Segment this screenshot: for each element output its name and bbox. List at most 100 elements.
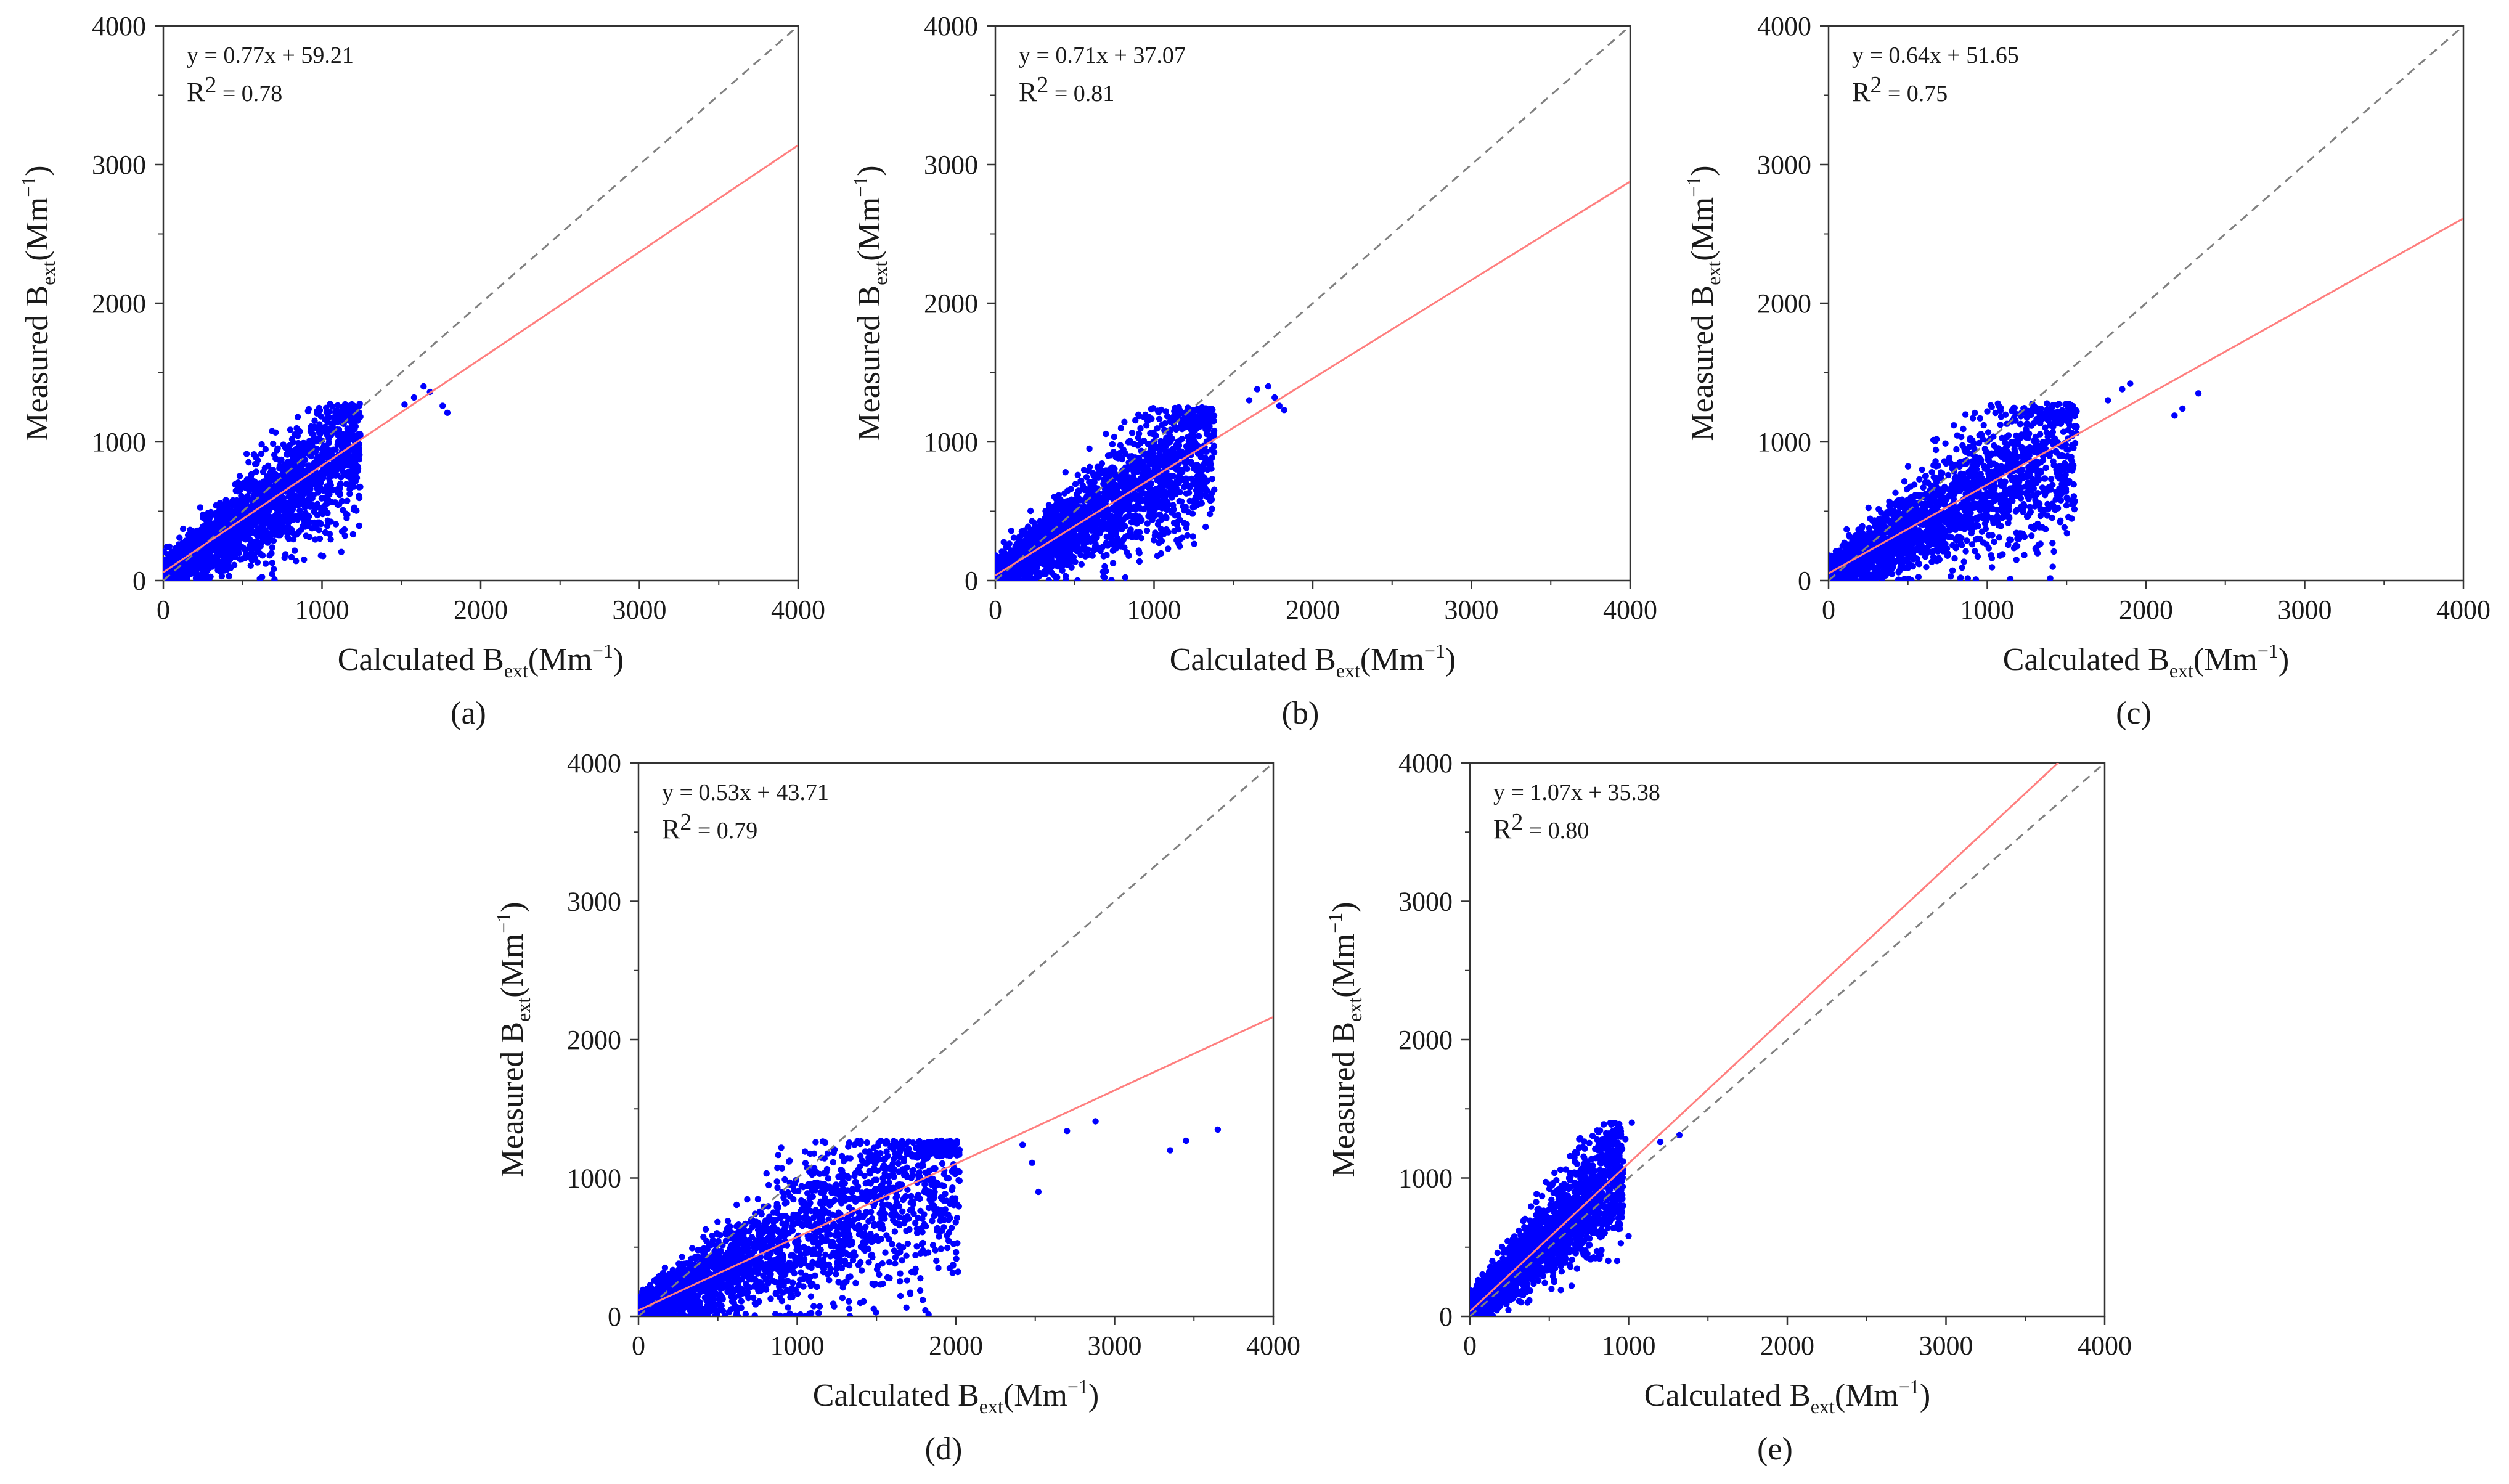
- data-point: [444, 409, 451, 416]
- data-point: [253, 468, 259, 475]
- data-point: [285, 536, 292, 542]
- data-point: [307, 428, 314, 435]
- data-point: [324, 517, 332, 524]
- data-point: [216, 500, 224, 507]
- data-point: [245, 459, 252, 466]
- data-point: [1136, 558, 1143, 565]
- data-point: [1122, 574, 1128, 581]
- data-point: [350, 506, 357, 513]
- data-point: [309, 502, 316, 508]
- data-point: [302, 502, 309, 509]
- data-point: [1130, 441, 1138, 447]
- data-point: [1152, 529, 1159, 536]
- data-point: [1113, 506, 1120, 513]
- data-point: [1072, 481, 1079, 487]
- data-point: [202, 558, 209, 565]
- data-point: [1186, 497, 1193, 505]
- data-point: [288, 436, 296, 442]
- data-point: [310, 460, 317, 467]
- data-point: [270, 440, 277, 447]
- data-point: [1154, 425, 1161, 432]
- data-point: [251, 484, 258, 491]
- data-point: [1172, 423, 1178, 430]
- data-point: [1074, 577, 1081, 581]
- y-tick-label: 4000: [92, 11, 146, 41]
- data-point: [305, 406, 312, 413]
- data-point: [187, 526, 194, 533]
- data-point: [1202, 523, 1209, 531]
- data-point: [1209, 475, 1216, 483]
- data-point: [1159, 422, 1165, 428]
- data-point: [244, 495, 251, 503]
- data-point: [242, 555, 249, 561]
- data-point: [1103, 430, 1109, 438]
- y-tick-label: 0: [133, 566, 146, 596]
- data-point: [1116, 512, 1123, 518]
- data-point: [240, 534, 248, 540]
- data-point: [1179, 534, 1186, 541]
- data-point: [287, 426, 294, 433]
- data-point: [1109, 441, 1116, 448]
- data-point: [1163, 434, 1170, 441]
- data-point: [201, 528, 208, 535]
- y-tick-label: 2000: [92, 288, 146, 319]
- data-point: [1027, 507, 1034, 515]
- data-point: [1183, 460, 1189, 467]
- data-point: [1182, 504, 1189, 510]
- data-point: [293, 513, 300, 520]
- data-point: [259, 468, 267, 475]
- data-point: [254, 548, 261, 555]
- y-tick-label: 3000: [92, 150, 146, 180]
- data-point: [1078, 561, 1085, 568]
- data-point: [1075, 526, 1082, 532]
- data-point: [263, 560, 269, 567]
- data-point: [1083, 532, 1090, 539]
- data-point: [327, 425, 335, 432]
- data-point: [1206, 510, 1214, 518]
- data-point: [1109, 560, 1117, 566]
- data-point: [1109, 484, 1117, 491]
- data-point: [272, 489, 279, 496]
- data-point: [1062, 469, 1069, 476]
- data-point: [1124, 467, 1131, 473]
- plot-area: [995, 26, 1630, 581]
- data-point: [324, 500, 331, 507]
- data-point: [245, 484, 252, 491]
- data-point: [338, 464, 345, 471]
- data-point: [163, 548, 168, 555]
- data-point: [325, 408, 333, 415]
- data-point: [346, 436, 353, 443]
- data-point: [203, 518, 210, 524]
- data-point: [311, 508, 317, 515]
- data-point: [249, 478, 256, 484]
- data-point: [269, 469, 276, 476]
- data-point: [271, 566, 277, 573]
- data-point: [206, 513, 213, 520]
- panel-label: (a): [451, 696, 486, 731]
- data-point: [1062, 573, 1069, 579]
- data-point: [1074, 471, 1082, 478]
- data-point: [232, 531, 239, 537]
- data-point: [1153, 493, 1161, 500]
- x-tick-label: 4000: [771, 595, 825, 625]
- data-point: [269, 428, 275, 434]
- data-point: [1111, 433, 1118, 441]
- data-point: [1143, 528, 1151, 534]
- data-point: [186, 562, 193, 569]
- data-point: [1170, 445, 1177, 452]
- data-point: [1008, 528, 1015, 534]
- data-point: [179, 540, 186, 547]
- data-point: [227, 553, 234, 560]
- data-point: [218, 505, 225, 512]
- data-point: [1150, 537, 1157, 544]
- data-point: [1151, 442, 1159, 449]
- data-point: [1178, 450, 1185, 457]
- data-point: [1082, 508, 1090, 515]
- data-point: [176, 569, 182, 576]
- data-point: [1143, 452, 1150, 459]
- data-point: [1144, 497, 1151, 505]
- data-point: [410, 394, 418, 401]
- data-point: [242, 501, 249, 508]
- data-point: [293, 494, 300, 501]
